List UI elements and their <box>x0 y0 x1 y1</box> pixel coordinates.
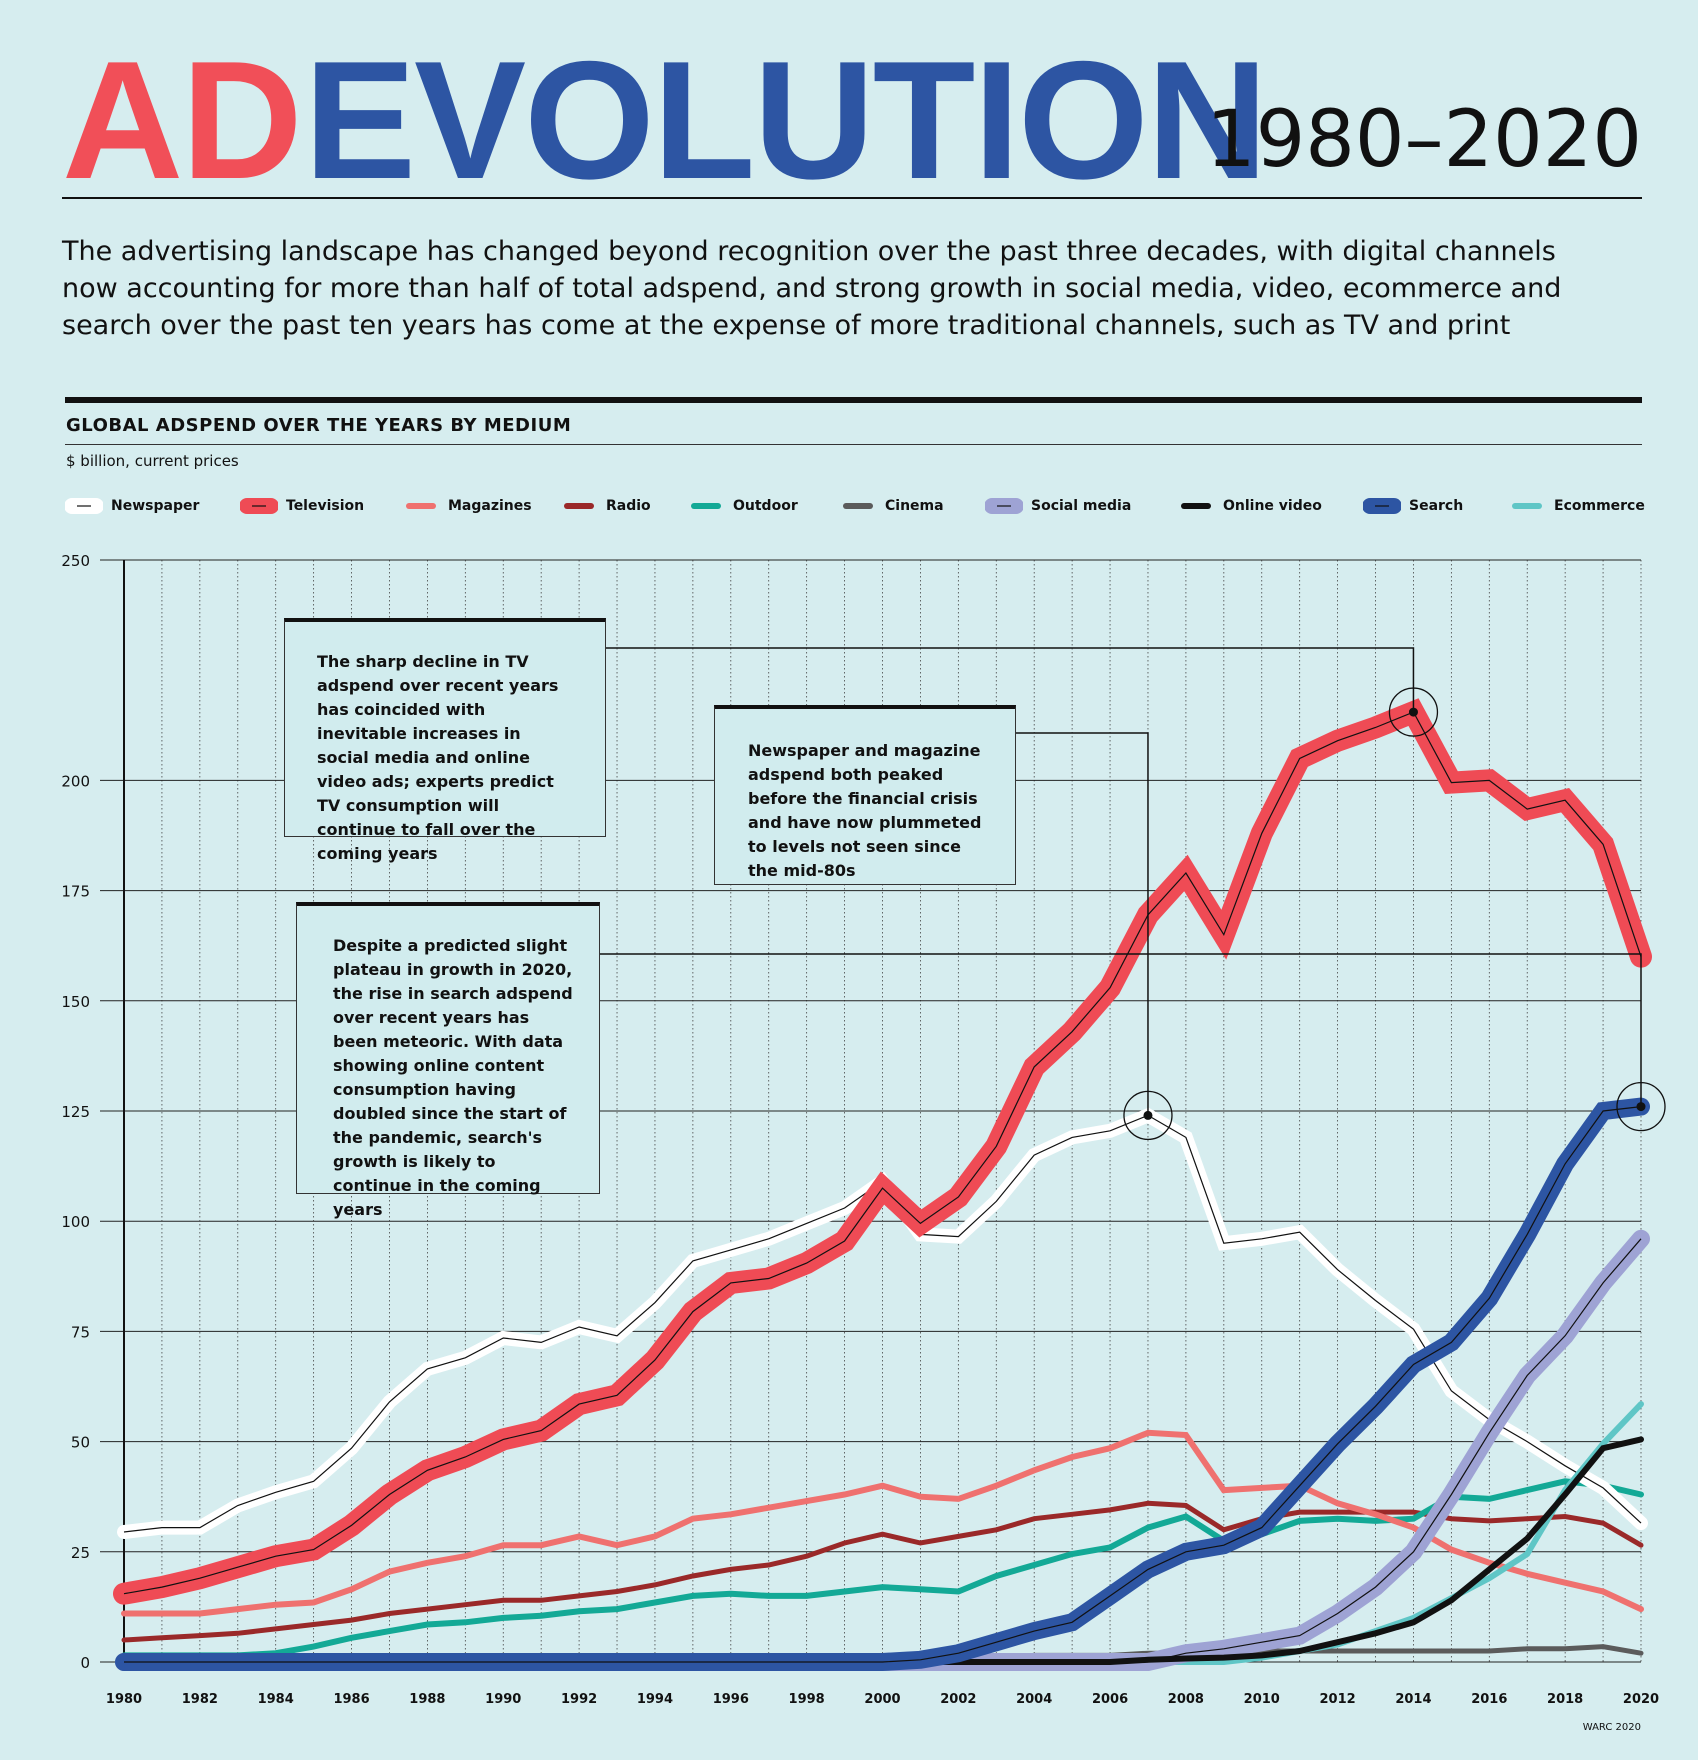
x-tick-label: 2008 <box>1168 1692 1204 1707</box>
highlight-ring-search <box>1616 1081 1666 1132</box>
legend-label: Outdoor <box>733 498 798 514</box>
legend-item-search: Search <box>1363 493 1463 519</box>
y-tick-label: 75 <box>71 1323 90 1341</box>
legend-label: Cinema <box>885 498 944 514</box>
x-tick-label: 1992 <box>561 1692 597 1707</box>
y-tick-label: 0 <box>80 1654 90 1672</box>
chart-title: GLOBAL ADSPEND OVER THE YEARS BY MEDIUM <box>66 415 572 436</box>
title-row: AD EVOLUTION 1980–2020 <box>62 36 1642 204</box>
callout-tv: The sharp decline in TV adspend over rec… <box>284 618 606 863</box>
x-tick-label: 2004 <box>1016 1692 1052 1707</box>
legend-item-online_video: Online video <box>1177 493 1322 519</box>
y-tick-label: 250 <box>61 552 90 570</box>
y-tick-label: 175 <box>61 883 90 901</box>
title-ad: AD <box>62 26 303 214</box>
header-divider <box>62 197 1642 199</box>
legend-swatch <box>240 498 278 514</box>
legend-item-newspaper: Newspaper <box>65 493 199 519</box>
x-tick-label: 1996 <box>713 1692 749 1707</box>
legend-label: Radio <box>606 498 651 514</box>
legend-item-social: Social media <box>985 493 1131 519</box>
legend-label: Television <box>286 498 365 514</box>
legend-label: Ecommerce <box>1554 498 1645 514</box>
x-tick-label: 1998 <box>789 1692 825 1707</box>
x-tick-label: 1990 <box>485 1692 521 1707</box>
callout-newspaper: Newspaper and magazine adspend both peak… <box>714 705 1016 885</box>
x-tick-label: 2016 <box>1471 1692 1507 1707</box>
x-tick-label: 1980 <box>106 1692 142 1707</box>
legend-label: Search <box>1409 498 1464 514</box>
legend-label: Newspaper <box>111 498 200 514</box>
source-credit: WARC 2020 <box>1582 1722 1641 1733</box>
legend-swatch <box>1363 498 1401 514</box>
connector-tv <box>606 647 1415 713</box>
callout-search: Despite a predicted slight plateau in gr… <box>296 902 600 1219</box>
x-tick-label: 2000 <box>864 1692 900 1707</box>
highlight-ring-newspaper-dot <box>1143 1110 1153 1120</box>
legend-item-ecommerce: Ecommerce <box>1508 493 1645 519</box>
legend-label: Social media <box>1031 498 1132 514</box>
x-tick-label: 2020 <box>1623 1692 1659 1707</box>
y-tick-label: 100 <box>61 1213 90 1231</box>
intro-paragraph: The advertising landscape has changed be… <box>62 236 1562 341</box>
highlight-ring-search-dot <box>1636 1102 1646 1112</box>
x-tick-label: 1982 <box>182 1692 218 1707</box>
y-tick-label: 150 <box>61 993 90 1011</box>
legend-item-radio: Radio <box>560 493 651 519</box>
chart-legend: Newspaper Television Magazines Radio Outdoor… <box>65 493 1665 523</box>
series-line-radio <box>121 1500 1644 1643</box>
highlight-ring-tv-dot <box>1408 707 1418 717</box>
callout-search-text: Despite a predicted slight plateau in gr… <box>333 936 573 1219</box>
x-tick-label: 1986 <box>333 1692 369 1707</box>
legend-item-outdoor: Outdoor <box>687 493 798 519</box>
x-tick-label: 2014 <box>1395 1692 1431 1707</box>
chart-subtitle: $ billion, current prices <box>66 452 239 470</box>
x-tick-label: 2012 <box>1320 1692 1356 1707</box>
legend-item-cinema: Cinema <box>839 493 944 519</box>
title-years: 1980–2020 <box>1205 95 1642 185</box>
x-tick-label: 2002 <box>940 1692 976 1707</box>
title-evolution: EVOLUTION <box>304 26 1268 214</box>
legend-item-magazines: Magazines <box>402 493 532 519</box>
y-tick-label: 25 <box>71 1544 90 1562</box>
x-tick-label: 2006 <box>1092 1692 1128 1707</box>
legend-label: Online video <box>1223 498 1322 514</box>
legend-swatch <box>65 498 103 514</box>
legend-swatch <box>843 503 873 509</box>
legend-swatch <box>406 503 436 509</box>
y-tick-label: 50 <box>71 1434 90 1452</box>
legend-swatch <box>1512 503 1542 509</box>
legend-swatch <box>985 498 1023 514</box>
connector-newspaper <box>1016 732 1149 1116</box>
legend-swatch <box>564 503 594 509</box>
x-tick-label: 2010 <box>1244 1692 1280 1707</box>
chart-divider <box>65 397 1642 403</box>
series-core-television <box>123 711 1642 1595</box>
highlight-ring-tv <box>1388 687 1439 737</box>
legend-swatch <box>691 503 721 509</box>
x-tick-label: 1984 <box>258 1692 294 1707</box>
y-tick-label: 200 <box>61 772 90 790</box>
series-line-magazines <box>121 1429 1644 1617</box>
legend-label: Magazines <box>448 498 532 514</box>
callout-newspaper-text: Newspaper and magazine adspend both peak… <box>748 741 982 880</box>
series-core-search <box>124 1106 1642 1663</box>
legend-swatch <box>1181 503 1211 509</box>
x-tick-label: 1994 <box>637 1692 673 1707</box>
connector-search <box>600 953 1642 1107</box>
x-tick-label: 1988 <box>409 1692 445 1707</box>
callout-tv-text: The sharp decline in TV adspend over rec… <box>317 652 559 863</box>
x-tick-label: 2018 <box>1547 1692 1583 1707</box>
highlight-ring-newspaper <box>1123 1090 1173 1141</box>
chart-subdivider <box>65 444 1642 445</box>
legend-item-television: Television <box>240 493 364 519</box>
y-tick-label: 125 <box>61 1103 90 1121</box>
